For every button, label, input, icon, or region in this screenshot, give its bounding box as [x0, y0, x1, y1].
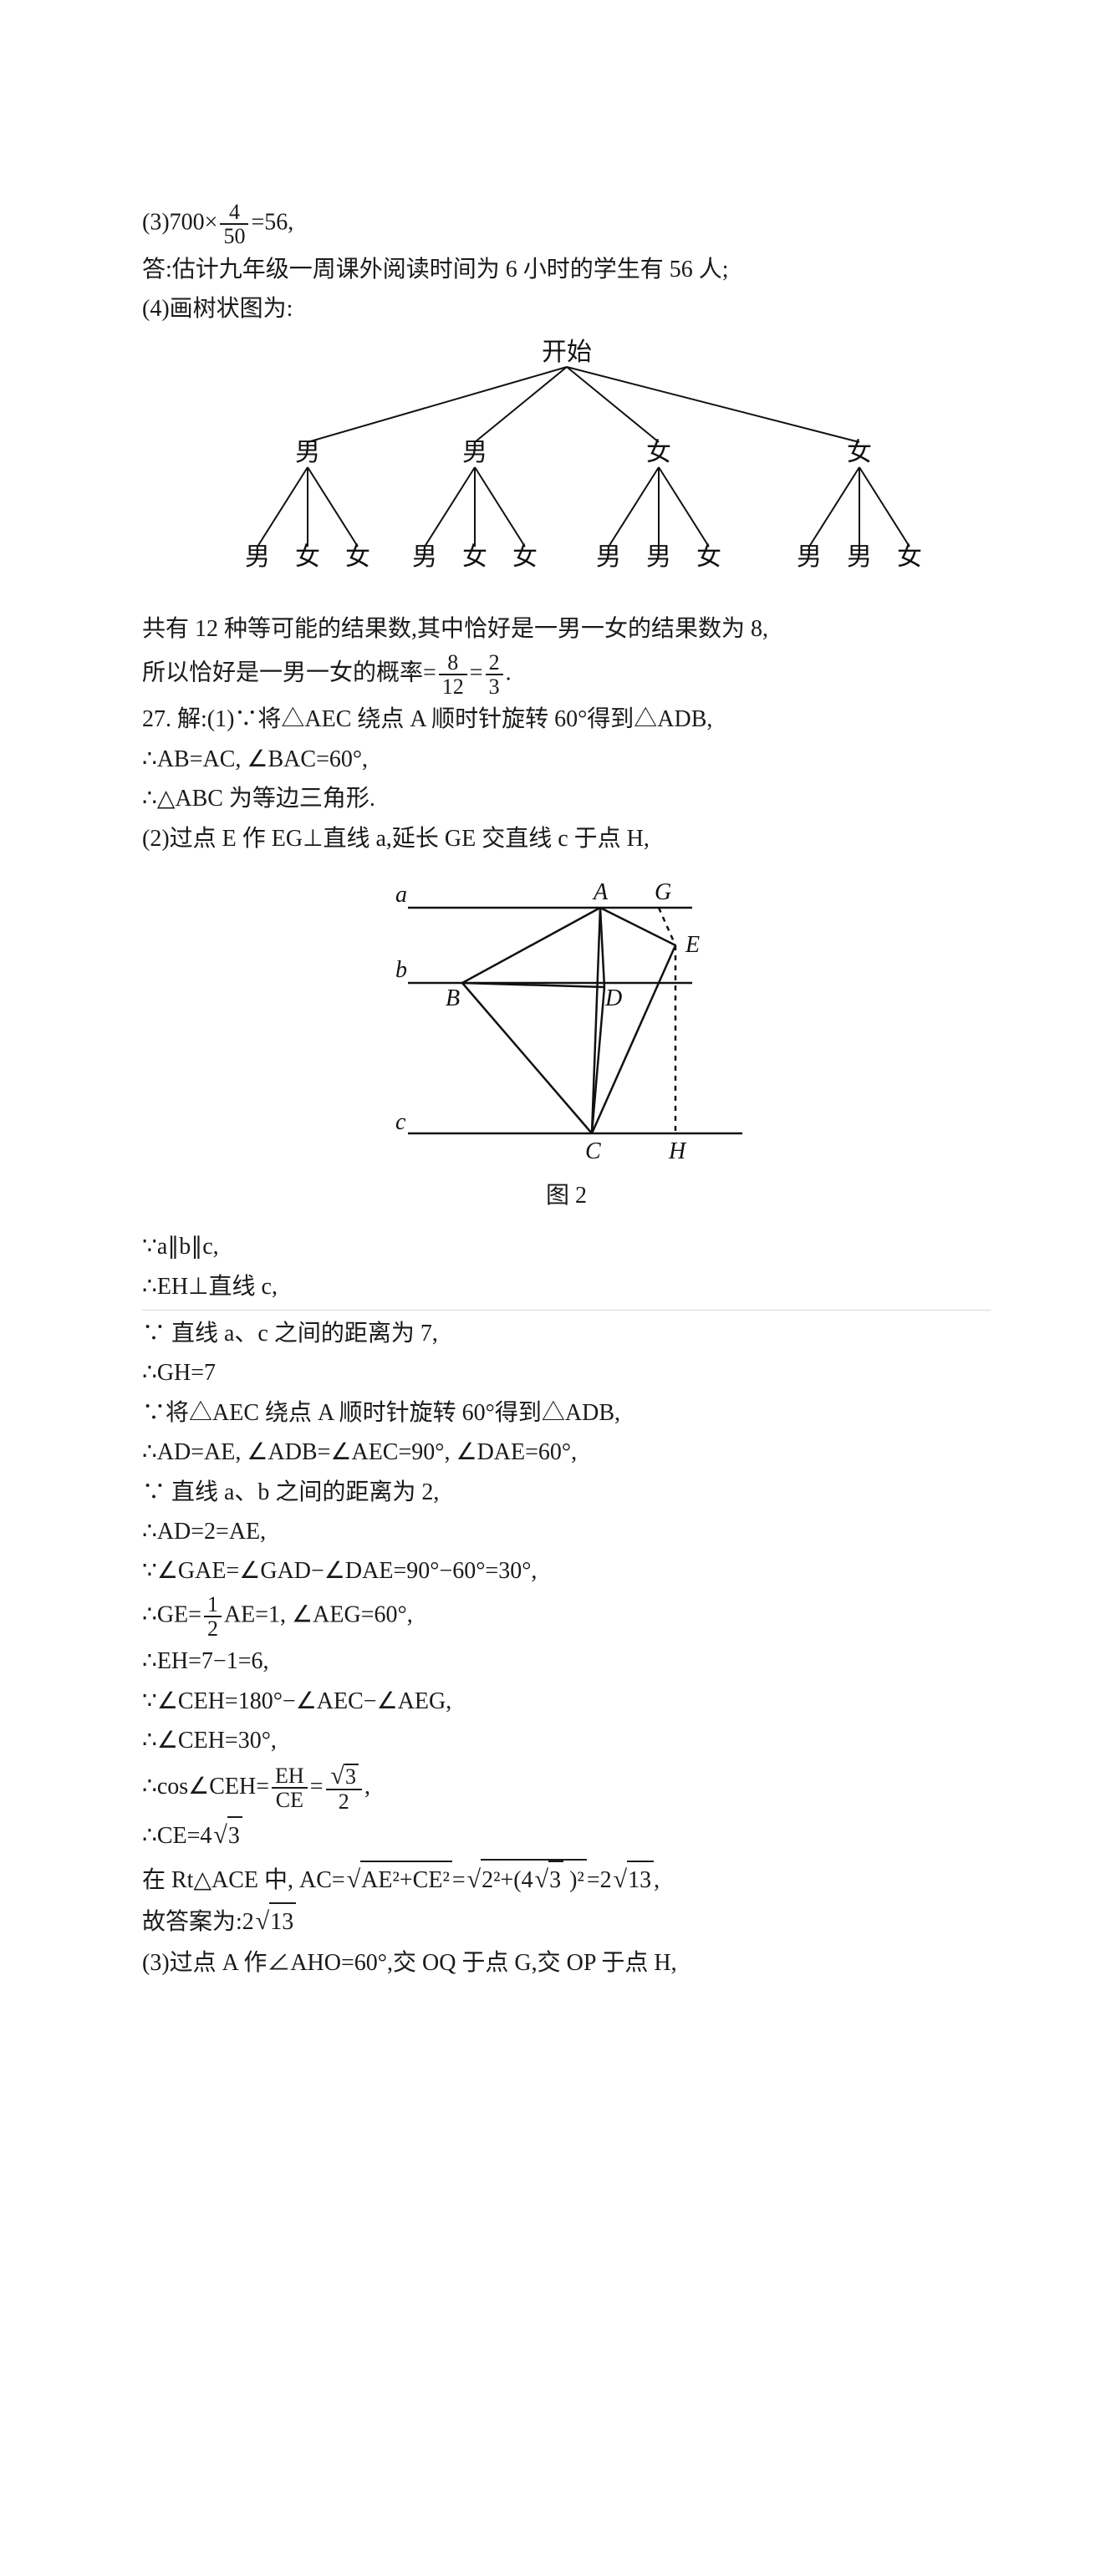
text: 所以恰好是一男一女的概率= [142, 659, 436, 685]
svg-text:b: b [395, 957, 407, 983]
text-line: (3)过点 A 作∠AHO=60°,交 OQ 于点 G,交 OP 于点 H, [142, 1945, 991, 1981]
sqrt: 13 [612, 1861, 654, 1900]
svg-text:男: 男 [462, 439, 487, 466]
fraction: 32 [326, 1763, 362, 1814]
svg-text:开始: 开始 [542, 339, 592, 366]
text-line: (4)画树状图为: [142, 291, 991, 327]
text-line: 答:估计九年级一周课外阅读时间为 6 小时的学生有 56 人; [142, 252, 991, 288]
sqrt: 3 [211, 1816, 242, 1856]
tree-diagram: 开始男男女女男男女女女男男女女男男女 [191, 335, 943, 594]
fraction: 12 [204, 1593, 222, 1641]
svg-text:B: B [446, 985, 460, 1011]
fraction: 450 [220, 201, 248, 248]
text: 故答案为:2 [142, 1909, 254, 1935]
geometry-diagram: a b c A G E B D C H [349, 870, 784, 1171]
svg-text:女: 女 [646, 439, 671, 466]
page-rule [142, 1310, 991, 1311]
fraction: 23 [486, 651, 503, 699]
text-line: ∵∠CEH=180°−∠AEC−∠AEG, [142, 1683, 991, 1719]
text: (3)700× [142, 210, 217, 236]
text-line: ∵ 直线 a、b 之间的距离为 2, [142, 1474, 991, 1510]
text: =56, [251, 210, 293, 236]
text-line: ∴∠CEH=30°, [142, 1723, 991, 1759]
svg-text:男: 男 [412, 543, 437, 571]
text: AE=1, ∠AEG=60°, [224, 1602, 413, 1628]
svg-text:男: 男 [847, 543, 872, 571]
text-line: ∵ 直线 a、c 之间的距离为 7, [142, 1316, 991, 1352]
figure-caption: 图 2 [142, 1178, 991, 1214]
sqrt: 3 [329, 1763, 359, 1789]
svg-text:C: C [585, 1138, 601, 1164]
text-line: ∴CE=43 [142, 1816, 991, 1856]
text-line: ∵a∥b∥c, [142, 1229, 991, 1265]
svg-text:H: H [668, 1138, 687, 1164]
text-line: ∴cos∠CEH=EHCE=32, [142, 1763, 991, 1814]
text: =2 [587, 1867, 612, 1893]
svg-text:a: a [395, 882, 407, 908]
text-line: 共有 12 种等可能的结果数,其中恰好是一男一女的结果数为 8, [142, 611, 991, 647]
svg-text:男: 男 [596, 543, 621, 571]
text: ∴CE=4 [142, 1823, 211, 1849]
text: 在 Rt△ACE 中, AC= [142, 1867, 345, 1893]
sqrt: 13 [254, 1902, 296, 1942]
fraction: 812 [439, 651, 467, 699]
text-line: ∴GH=7 [142, 1355, 991, 1391]
text: = [310, 1773, 324, 1799]
svg-text:女: 女 [462, 543, 487, 571]
svg-text:G: G [655, 879, 671, 905]
text: , [364, 1773, 370, 1799]
svg-text:女: 女 [295, 543, 320, 571]
text-line: 故答案为:213 [142, 1902, 991, 1942]
svg-text:D: D [604, 985, 622, 1011]
text: . [506, 659, 512, 685]
svg-text:女: 女 [847, 439, 872, 466]
sqrt: AE²+CE² [345, 1861, 452, 1900]
svg-text:A: A [592, 879, 609, 905]
svg-text:女: 女 [345, 543, 370, 571]
text-line: (2)过点 E 作 EG⊥直线 a,延长 GE 交直线 c 于点 H, [142, 821, 991, 857]
svg-text:女: 女 [897, 543, 922, 571]
text-line: ∴GE=12AE=1, ∠AEG=60°, [142, 1593, 991, 1641]
text-line: ∴△ABC 为等边三角形. [142, 781, 991, 817]
text-line: 27. 解:(1)∵将△AEC 绕点 A 顺时针旋转 60°得到△ADB, [142, 701, 991, 737]
text: ∴cos∠CEH= [142, 1773, 269, 1799]
fraction: EHCE [272, 1764, 308, 1812]
text: = [452, 1867, 466, 1893]
text-line: ∴EH=7−1=6, [142, 1643, 991, 1679]
text-line: 在 Rt△ACE 中, AC=AE²+CE²=2²+(43 )²=213, [142, 1859, 991, 1900]
text-line: ∵∠GAE=∠GAD−∠DAE=90°−60°=30°, [142, 1553, 991, 1589]
svg-text:E: E [685, 932, 700, 958]
svg-text:男: 男 [797, 543, 822, 571]
text-line: ∵将△AEC 绕点 A 顺时针旋转 60°得到△ADB, [142, 1395, 991, 1431]
text-line: ∴AD=AE, ∠ADB=∠AEC=90°, ∠DAE=60°, [142, 1434, 991, 1470]
svg-text:男: 男 [245, 543, 270, 571]
svg-text:男: 男 [646, 543, 671, 571]
svg-text:女: 女 [512, 543, 538, 571]
text: , [654, 1867, 660, 1893]
text-line: ∴AD=2=AE, [142, 1514, 991, 1550]
svg-text:c: c [395, 1109, 406, 1135]
svg-text:男: 男 [295, 439, 320, 466]
text: = [470, 659, 483, 685]
text-line: ∴EH⊥直线 c, [142, 1269, 991, 1305]
text-line: 所以恰好是一男一女的概率=812=23. [142, 651, 991, 699]
text-line: (3)700×450=56, [142, 201, 991, 248]
sqrt: 2²+(43 )² [466, 1859, 587, 1900]
svg-text:女: 女 [696, 543, 721, 571]
text-line: ∴AB=AC, ∠BAC=60°, [142, 741, 991, 777]
sqrt: 3 [533, 1861, 563, 1900]
text: ∴GE= [142, 1602, 201, 1628]
